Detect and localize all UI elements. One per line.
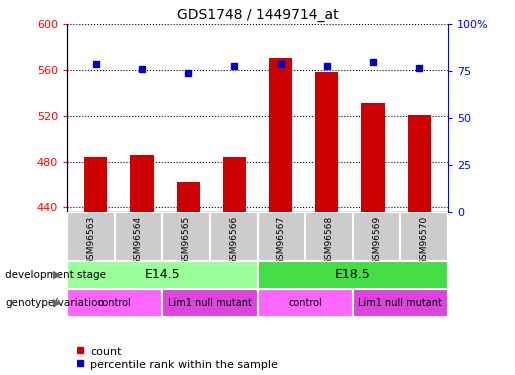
Bar <box>162 289 258 317</box>
Bar <box>67 289 162 317</box>
Text: GSM96570: GSM96570 <box>420 216 428 265</box>
Bar <box>305 212 353 261</box>
Text: GSM96563: GSM96563 <box>87 216 95 265</box>
Text: control: control <box>98 298 131 308</box>
Text: GSM96564: GSM96564 <box>134 216 143 265</box>
Text: GSM96566: GSM96566 <box>229 216 238 265</box>
Text: development stage: development stage <box>5 270 106 280</box>
Text: ▶: ▶ <box>53 298 62 308</box>
Bar <box>67 261 258 289</box>
Text: Lim1 null mutant: Lim1 null mutant <box>358 298 442 308</box>
Text: E14.5: E14.5 <box>144 268 180 281</box>
Bar <box>67 212 114 261</box>
Text: percentile rank within the sample: percentile rank within the sample <box>90 360 278 370</box>
Bar <box>258 212 305 261</box>
Bar <box>315 72 338 212</box>
Bar <box>223 157 246 212</box>
Bar <box>114 212 162 261</box>
Bar <box>210 212 258 261</box>
Bar <box>401 212 448 261</box>
Text: Lim1 null mutant: Lim1 null mutant <box>168 298 252 308</box>
Text: GSM96569: GSM96569 <box>372 216 381 265</box>
Text: E18.5: E18.5 <box>335 268 371 281</box>
Text: GSM96565: GSM96565 <box>182 216 191 265</box>
Text: ▶: ▶ <box>53 270 62 280</box>
Bar <box>130 155 153 212</box>
Text: GSM96567: GSM96567 <box>277 216 286 265</box>
Bar <box>84 157 107 212</box>
Bar <box>353 289 448 317</box>
Text: control: control <box>288 298 322 308</box>
Bar <box>353 212 401 261</box>
Bar <box>162 212 210 261</box>
Text: count: count <box>90 347 122 357</box>
Bar <box>362 103 385 212</box>
Text: genotype/variation: genotype/variation <box>5 298 104 308</box>
Bar <box>269 57 292 212</box>
Bar <box>258 261 448 289</box>
Bar <box>177 182 200 212</box>
Text: GSM96568: GSM96568 <box>324 216 333 265</box>
Bar <box>408 115 431 212</box>
Bar <box>258 289 353 317</box>
Title: GDS1748 / 1449714_at: GDS1748 / 1449714_at <box>177 8 338 22</box>
